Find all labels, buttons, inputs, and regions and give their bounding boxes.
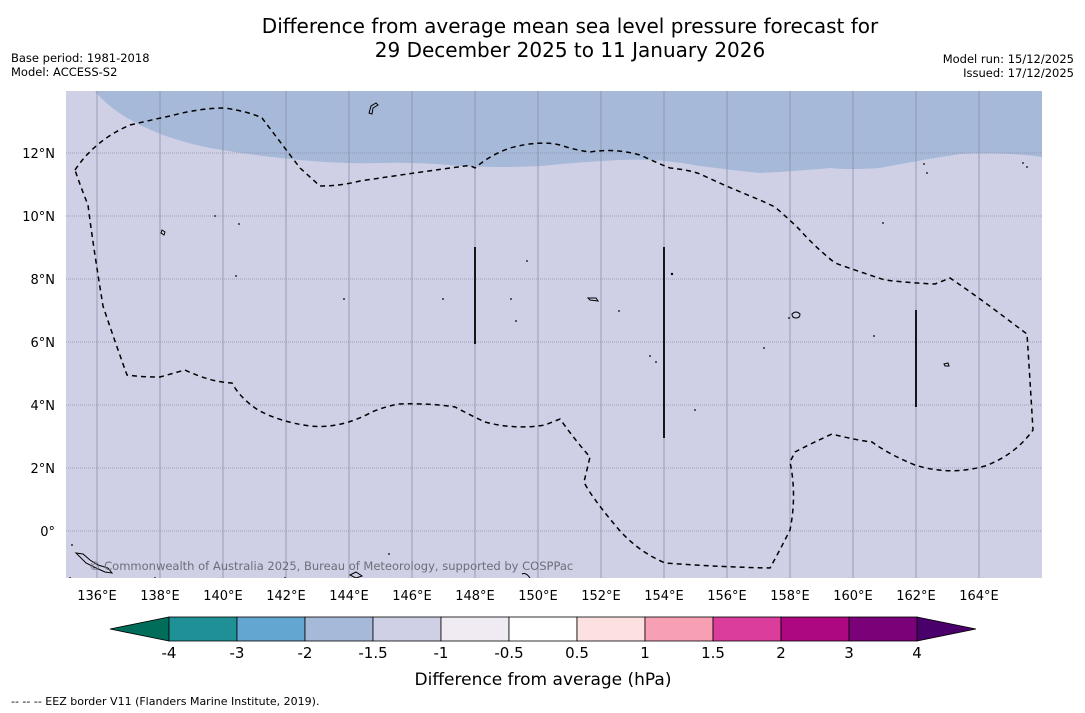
colorbar-tick-label: 3 <box>844 644 854 662</box>
lon-tick-label: 154°E <box>644 589 684 604</box>
colorbar-tick-label: -4 <box>162 644 177 662</box>
lat-tick-label: 10°N <box>22 210 55 225</box>
run-info: Model run: 15/12/2025 Issued: 17/12/2025 <box>943 52 1074 80</box>
colorbar-tick-label: -0.5 <box>494 644 523 662</box>
colorbar: -4 -3 -2 -1.5 -1 -0.5 0.5 1 1.5 2 3 4 Difference fr… <box>109 616 977 690</box>
colorbar-segment <box>168 616 238 642</box>
colorbar-tick-label: 0.5 <box>565 644 589 662</box>
colorbar-labels: -4 -3 -2 -1.5 -1 -0.5 0.5 1 1.5 2 3 4 <box>162 644 922 662</box>
lon-tick-label: 138°E <box>140 589 180 604</box>
model-info: Base period: 1981-2018 Model: ACCESS-S2 <box>11 51 150 79</box>
colorbar-tick-label: -1.5 <box>358 644 387 662</box>
lat-tick-label: 8°N <box>31 273 56 288</box>
lat-tick-label: 2°N <box>31 462 56 477</box>
lon-tick-label: 156°E <box>707 589 747 604</box>
lon-tick-label: 146°E <box>392 589 432 604</box>
copyright-notice: © Commonwealth of Australia 2025, Bureau… <box>89 559 573 573</box>
latitude-labels: 12°N 10°N 8°N 6°N 4°N 2°N 0° <box>22 147 55 540</box>
island-chuuk <box>586 297 600 302</box>
island-manus <box>348 571 364 578</box>
anomaly-band-minus2 <box>95 91 1042 173</box>
title-line-1: Difference from average mean sea level p… <box>261 14 879 38</box>
colorbar-title: Difference from average (hPa) <box>415 670 672 690</box>
longitude-labels: 136°E 138°E 140°E 142°E 144°E 146°E 148°E 150°E… <box>77 589 999 604</box>
lon-tick-label: 160°E <box>833 589 873 604</box>
colorbar-tick-label: 1 <box>640 644 650 662</box>
lon-tick-label: 150°E <box>518 589 558 604</box>
lon-tick-label: 136°E <box>77 589 117 604</box>
island-bismarck <box>521 573 531 578</box>
lon-tick-label: 144°E <box>329 589 369 604</box>
eez-border-palau-fsm <box>74 107 1034 569</box>
map-background <box>66 91 1042 578</box>
base-period-text: Base period: 1981-2018 <box>11 51 150 65</box>
colorbar-overflow-arrow <box>916 616 977 642</box>
lat-tick-label: 0° <box>40 525 55 540</box>
colorbar-tick-label: 1.5 <box>701 644 725 662</box>
island-yap <box>160 229 166 236</box>
title-line-2: 29 December 2025 to 11 January 2026 <box>374 38 766 62</box>
islands <box>74 102 950 578</box>
lat-tick-label: 12°N <box>22 147 55 162</box>
island-new-guinea-coast <box>74 552 114 574</box>
island-pohnpei <box>791 311 801 319</box>
island-kosrae <box>943 362 950 367</box>
colorbar-tick-label: -1 <box>434 644 449 662</box>
colorbar-segment <box>440 616 510 642</box>
colorbar-tick-label: -3 <box>230 644 245 662</box>
lon-tick-label: 148°E <box>455 589 495 604</box>
colorbar-segment <box>848 616 918 642</box>
lon-tick-label: 142°E <box>266 589 306 604</box>
colorbar-segment <box>508 616 578 642</box>
model-run-text: Model run: 15/12/2025 <box>942 52 1074 66</box>
colorbar-segment <box>576 616 646 642</box>
model-name-text: Model: ACCESS-S2 <box>11 65 118 79</box>
chart-title: Difference from average mean sea level p… <box>200 14 940 62</box>
issued-text: Issued: 17/12/2025 <box>963 66 1074 80</box>
eez-footnote: -- -- -- EEZ border V11 (Flanders Marine… <box>11 695 320 708</box>
colorbar-segment <box>712 616 782 642</box>
colorbar-segment <box>236 616 306 642</box>
graticule <box>66 91 1042 578</box>
colorbar-underflow-arrow <box>109 616 170 642</box>
map-panel: © Commonwealth of Australia 2025, Bureau… <box>66 91 1042 578</box>
lon-tick-label: 164°E <box>959 589 999 604</box>
meridian-markers <box>474 247 917 438</box>
colorbar-segment <box>780 616 850 642</box>
colorbar-tick-label: 4 <box>912 644 922 662</box>
lon-tick-label: 140°E <box>203 589 243 604</box>
lon-tick-label: 158°E <box>770 589 810 604</box>
colorbar-segment <box>644 616 714 642</box>
lon-tick-label: 152°E <box>581 589 621 604</box>
island-guam <box>368 102 379 115</box>
eez-borders <box>74 107 1034 569</box>
colorbar-tick-label: 2 <box>776 644 786 662</box>
colorbar-segment <box>372 616 442 642</box>
colorbar-segment <box>304 616 374 642</box>
lat-tick-label: 4°N <box>31 399 56 414</box>
island-dots <box>69 162 1028 578</box>
colorbar-tick-label: -2 <box>298 644 313 662</box>
lon-tick-label: 162°E <box>896 589 936 604</box>
lat-tick-label: 6°N <box>31 336 56 351</box>
colorbar-segments <box>168 616 918 642</box>
